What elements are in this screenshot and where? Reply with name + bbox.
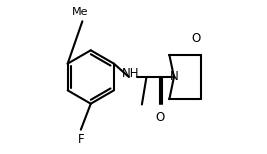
Text: Me: Me [72, 7, 88, 17]
Text: NH: NH [122, 67, 139, 80]
Text: O: O [191, 32, 201, 45]
Text: N: N [170, 71, 178, 83]
Text: F: F [77, 134, 84, 146]
Text: O: O [156, 111, 165, 124]
